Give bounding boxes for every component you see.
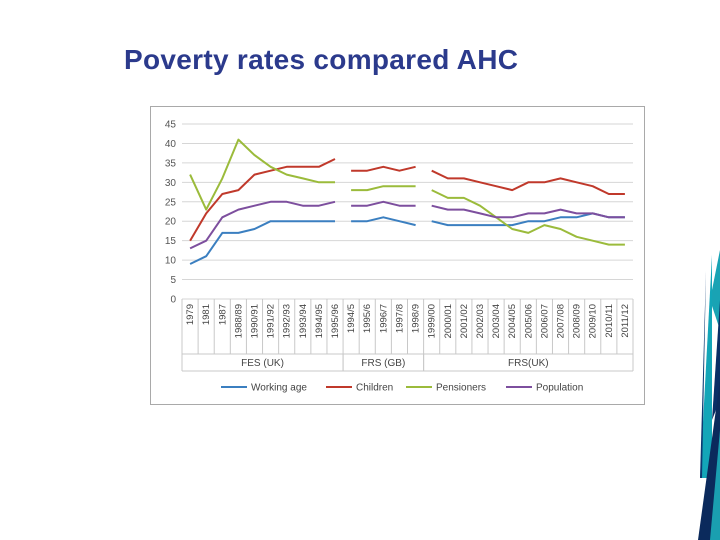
group-label: FRS(UK) <box>508 358 549 369</box>
series-line-children <box>431 169 625 195</box>
x-tick-label: 2009/10 <box>588 304 599 338</box>
x-tick-label: 1994/5 <box>346 304 357 333</box>
legend-label-children: Children <box>356 383 393 394</box>
x-tick-label: 1995/96 <box>330 304 341 338</box>
series-line-population <box>431 204 625 219</box>
x-tick-label: 1998/9 <box>411 304 422 333</box>
series-line-population <box>189 200 336 250</box>
y-tick-label: 30 <box>165 178 177 189</box>
series-line-working-age <box>351 216 416 227</box>
x-tick-label: 2002/03 <box>475 304 486 338</box>
series-line-children <box>189 158 336 242</box>
y-tick-label: 0 <box>170 295 176 306</box>
x-tick-label: 2008/09 <box>572 304 583 338</box>
slide-title: Poverty rates compared AHC <box>124 44 519 75</box>
x-tick-label: 2001/02 <box>459 304 470 338</box>
y-tick-label: 45 <box>165 120 177 131</box>
deco-shard-6 <box>710 430 720 540</box>
legend-label-pensioners: Pensioners <box>436 383 486 394</box>
legend-label-working-age: Working age <box>251 383 307 394</box>
x-tick-label: 1990/91 <box>249 304 260 338</box>
series-line-population <box>351 200 416 207</box>
x-tick-label: 1981 <box>201 304 212 325</box>
series-line-pensioners <box>351 185 416 192</box>
x-tick-label: 2007/08 <box>556 304 567 338</box>
x-tick-label: 2006/07 <box>539 304 550 338</box>
x-tick-label: 2010/11 <box>604 304 615 338</box>
x-tick-label: 2011/12 <box>620 304 631 338</box>
x-tick-label: 1999/00 <box>427 304 438 338</box>
group-label: FRS (GB) <box>361 358 405 369</box>
series-line-pensioners <box>431 189 625 246</box>
x-tick-label: 1987 <box>217 304 228 325</box>
deco-shard-3 <box>700 270 706 478</box>
x-tick-label: 1979 <box>185 304 196 325</box>
series-line-pensioners <box>189 138 335 211</box>
y-tick-label: 40 <box>165 139 177 150</box>
y-tick-label: 5 <box>170 275 176 286</box>
x-tick-label: 1993/94 <box>298 304 309 338</box>
legend-label-population: Population <box>536 383 583 394</box>
x-tick-label: 1996/7 <box>378 304 389 333</box>
x-tick-label: 2003/04 <box>491 304 502 338</box>
chart-frame: 0 5 10 15 20 25 30 35 40 45 1979 1981 1987 1988/89 199… <box>150 106 645 405</box>
x-tick-label: 2005/06 <box>523 304 534 338</box>
line-chart: 0 5 10 15 20 25 30 35 40 45 1979 1981 1987 1988/89 199… <box>165 120 634 394</box>
series-line-children <box>351 165 416 172</box>
x-tick-label: 1994/95 <box>314 304 325 338</box>
y-tick-label: 15 <box>165 236 177 247</box>
y-tick-label: 10 <box>165 256 177 267</box>
y-tick-label: 25 <box>165 197 177 208</box>
deco-shard-1 <box>710 250 720 330</box>
group-label: FES (UK) <box>241 358 284 369</box>
y-tick-label: 20 <box>165 217 177 228</box>
x-tick-label: 1991/92 <box>266 304 277 338</box>
x-tick-label: 2004/05 <box>507 304 518 338</box>
x-tick-label: 1995/6 <box>362 304 373 333</box>
y-tick-label: 35 <box>165 158 177 169</box>
series-line-working-age <box>189 220 335 265</box>
x-tick-label: 1992/93 <box>282 304 293 338</box>
deco-shard-4 <box>712 300 720 420</box>
x-tick-label: 1997/8 <box>394 304 405 333</box>
decorative-corner-shapes <box>698 250 720 540</box>
x-tick-label: 1988/89 <box>233 304 244 338</box>
x-tick-label: 2000/01 <box>443 304 454 338</box>
